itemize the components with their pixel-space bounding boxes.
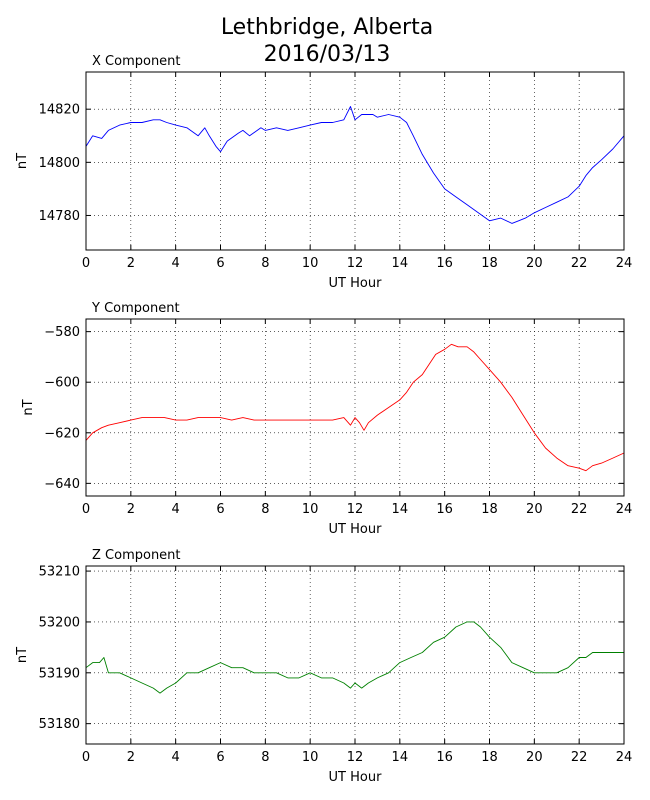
z-xtick-label-1: 2 xyxy=(127,750,135,765)
x-yaxis-label: nT xyxy=(15,153,30,169)
y-xtick-label-9: 18 xyxy=(481,502,498,517)
y-xtick-label-7: 14 xyxy=(392,502,409,517)
y-xtick-label-2: 4 xyxy=(172,502,180,517)
x-xtick-label-10: 20 xyxy=(526,256,543,271)
y-xtick-label-3: 6 xyxy=(216,502,224,517)
y-xtick-label-8: 16 xyxy=(436,502,453,517)
z-yaxis-label: nT xyxy=(15,647,30,663)
z-xtick-label-5: 10 xyxy=(302,750,319,765)
z-xtick-label-2: 4 xyxy=(172,750,180,765)
z-xtick-label-7: 14 xyxy=(392,750,409,765)
y-xaxis-label: UT Hour xyxy=(329,522,383,537)
y-xtick-label-6: 12 xyxy=(347,502,364,517)
z-panel-title: Z Component xyxy=(92,548,181,563)
y-xtick-label-4: 8 xyxy=(261,502,269,517)
z-component-panel: 0 2 4 6 8 10 12 14 16 18 20 22 245318053190532005321… xyxy=(15,548,632,785)
z-series-line xyxy=(85,621,624,694)
x-xtick-label-6: 12 xyxy=(347,256,364,271)
y-ytick-label-2: −620 xyxy=(44,426,80,441)
x-xtick-label-8: 16 xyxy=(436,256,453,271)
y-ytick-label-1: −600 xyxy=(44,376,80,391)
z-xaxis-label: UT Hour xyxy=(329,770,383,785)
y-xtick-label-11: 22 xyxy=(571,502,588,517)
x-xtick-label-9: 18 xyxy=(481,256,498,271)
x-xaxis-label: UT Hour xyxy=(329,276,383,291)
figure-title-date: 2016/03/13 xyxy=(264,42,391,67)
y-yaxis-label: nT xyxy=(21,399,36,415)
y-panel-title: Y Component xyxy=(91,301,180,316)
x-xtick-label-0: 0 xyxy=(82,256,90,271)
x-ytick-label-1: 14800 xyxy=(39,156,80,171)
y-series-line xyxy=(85,343,625,472)
x-xtick-label-7: 14 xyxy=(392,256,409,271)
y-xtick-label-0: 0 xyxy=(82,502,90,517)
z-xtick-label-4: 8 xyxy=(261,750,269,765)
x-xtick-label-5: 10 xyxy=(302,256,319,271)
z-ytick-label-1: 53190 xyxy=(39,666,80,681)
x-ytick-label-2: 14820 xyxy=(39,103,80,118)
z-ytick-label-0: 53180 xyxy=(39,717,80,732)
z-xtick-label-3: 6 xyxy=(216,750,224,765)
z-ytick-label-3: 53210 xyxy=(39,565,80,580)
x-xtick-label-2: 4 xyxy=(172,256,180,271)
z-xtick-label-11: 22 xyxy=(571,750,588,765)
x-xtick-label-1: 2 xyxy=(127,256,135,271)
z-xtick-label-10: 20 xyxy=(526,750,543,765)
x-xtick-label-11: 22 xyxy=(571,256,588,271)
x-series-line xyxy=(85,106,625,224)
y-ytick-label-3: −640 xyxy=(44,477,80,492)
z-xtick-label-12: 24 xyxy=(616,750,633,765)
x-panel-title: X Component xyxy=(92,54,181,69)
figure-title-location: Lethbridge, Alberta xyxy=(221,15,433,40)
y-xtick-label-1: 2 xyxy=(127,502,135,517)
x-ytick-label-0: 14780 xyxy=(39,209,80,224)
x-xtick-label-3: 6 xyxy=(216,256,224,271)
x-xtick-label-4: 8 xyxy=(261,256,269,271)
z-xtick-label-0: 0 xyxy=(82,750,90,765)
z-xtick-label-6: 12 xyxy=(347,750,364,765)
y-xtick-label-12: 24 xyxy=(616,502,633,517)
z-xtick-label-8: 16 xyxy=(436,750,453,765)
x-xtick-label-12: 24 xyxy=(616,256,633,271)
y-xtick-label-5: 10 xyxy=(302,502,319,517)
y-ytick-label-0: −580 xyxy=(44,325,80,340)
z-xtick-label-9: 18 xyxy=(481,750,498,765)
y-xtick-label-10: 20 xyxy=(526,502,543,517)
z-ytick-label-2: 53200 xyxy=(39,615,80,630)
